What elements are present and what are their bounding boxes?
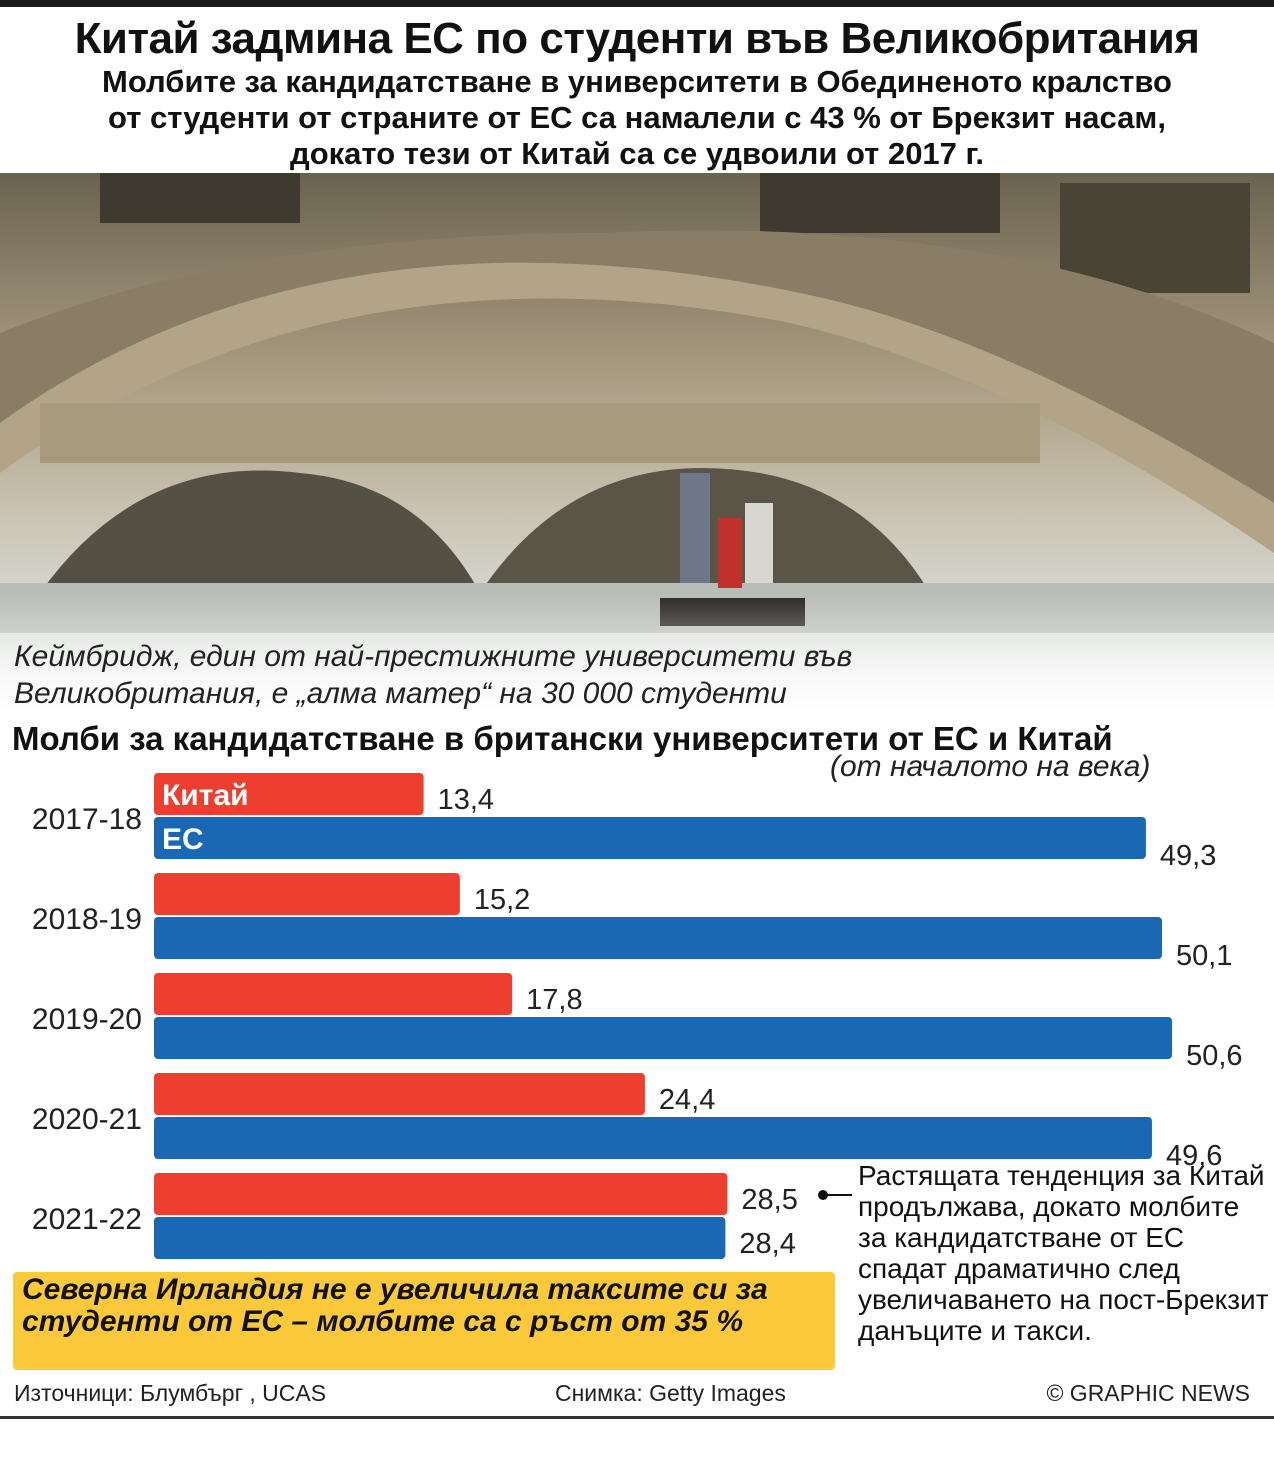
data-label: 17,8: [526, 984, 582, 1016]
bar-china: [154, 1173, 728, 1215]
data-label: 28,4: [739, 1228, 795, 1260]
bar-china: [154, 973, 513, 1015]
cambridge-bridge-photo: [0, 173, 1274, 733]
bar-eu: [154, 1217, 726, 1259]
bar-china: [154, 1073, 645, 1115]
category-label: 2020-21: [32, 1103, 142, 1136]
copyright: © GRAPHIC NEWS: [1046, 1380, 1250, 1406]
note-text: Северна Ирландия не е увеличила таксите …: [22, 1273, 768, 1338]
category-label: 2019-20: [32, 1003, 142, 1036]
caption-line: Великобритания, е „алма матер“ на 30 000…: [14, 677, 787, 710]
data-label: 13,4: [438, 784, 494, 816]
data-label: 24,4: [659, 1084, 715, 1116]
bar-china: [154, 773, 424, 815]
bar-eu: [154, 1117, 1152, 1159]
bottom-rule: [0, 1416, 1274, 1419]
bar-china: [154, 873, 460, 915]
data-label: 50,1: [1176, 940, 1232, 972]
category-label: 2021-22: [32, 1203, 142, 1236]
data-label: 15,2: [474, 884, 530, 916]
note-box: [13, 1272, 835, 1370]
legend-label: ЕС: [162, 823, 204, 856]
bar-eu: [154, 817, 1146, 859]
category-label: 2018-19: [32, 903, 142, 936]
page-subtitle: Молбите за кандидатстване в университети…: [0, 64, 1274, 172]
annotation-dot: [818, 1190, 828, 1200]
top-rule: [0, 0, 1274, 7]
photo-caption: Кеймбридж, един от най-престижните униве…: [14, 638, 852, 712]
data-label: 49,3: [1160, 840, 1216, 872]
legend-label: Китай: [162, 779, 249, 812]
chart-title: Молби за кандидатстване в британски унив…: [12, 720, 1113, 757]
photo-credit: Снимка: Getty Images: [555, 1380, 786, 1406]
sources: Източници: Блумбърг , UCAS: [14, 1380, 327, 1406]
bar-eu: [154, 1017, 1173, 1059]
subtitle-line: от студенти от страните от ЕС са намалел…: [108, 100, 1166, 135]
bar-eu: [154, 917, 1163, 959]
subtitle-line: Молбите за кандидатстване в университети…: [102, 64, 1172, 99]
caption-line: Кеймбридж, един от най-престижните униве…: [14, 640, 853, 673]
data-label: 28,5: [741, 1184, 797, 1216]
page-title: Китай задмина ЕС по студенти във Великоб…: [74, 14, 1200, 63]
category-label: 2017-18: [32, 803, 142, 836]
chart-subtitle: (от началото на века): [830, 750, 1151, 783]
data-label: 50,6: [1186, 1040, 1242, 1072]
subtitle-line: докато тези от Китай са се удвоили от 20…: [290, 136, 984, 171]
chart-annotation: Растящата тенденция за Китай продължава,…: [858, 1160, 1269, 1346]
